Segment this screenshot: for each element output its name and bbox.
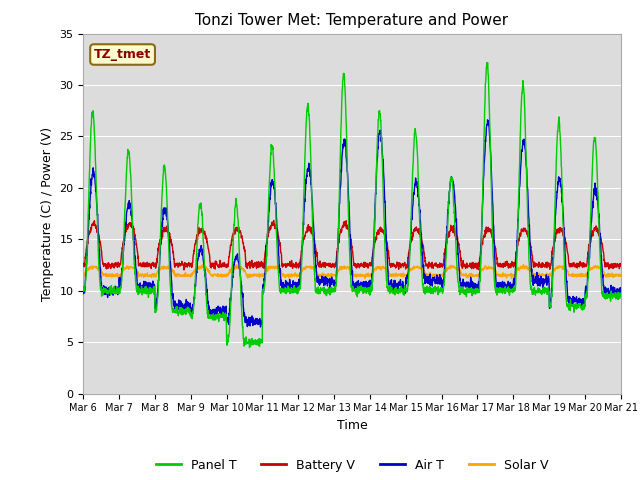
X-axis label: Time: Time bbox=[337, 419, 367, 432]
Y-axis label: Temperature (C) / Power (V): Temperature (C) / Power (V) bbox=[41, 127, 54, 300]
Title: Tonzi Tower Met: Temperature and Power: Tonzi Tower Met: Temperature and Power bbox=[195, 13, 509, 28]
Text: TZ_tmet: TZ_tmet bbox=[94, 48, 151, 61]
Legend: Panel T, Battery V, Air T, Solar V: Panel T, Battery V, Air T, Solar V bbox=[150, 454, 554, 477]
